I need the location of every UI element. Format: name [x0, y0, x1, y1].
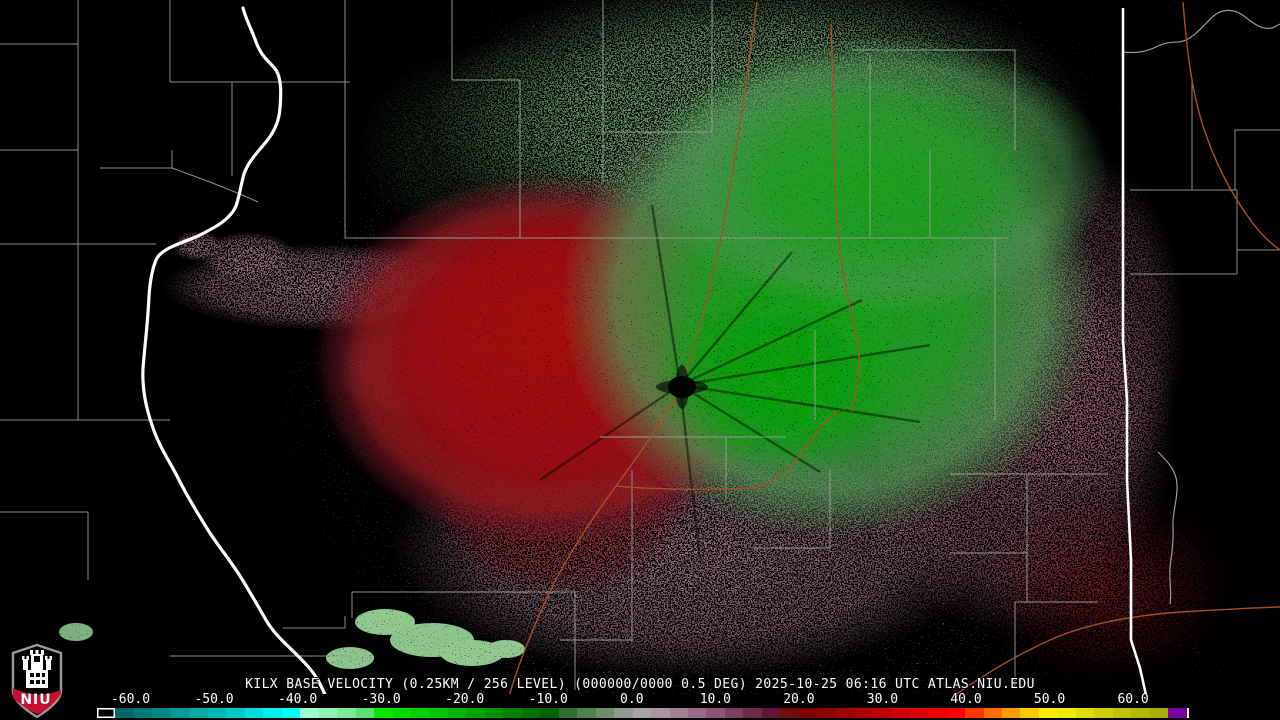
colorbar-label: 50.0 — [1033, 692, 1066, 707]
velocity-colorbar: -60.0 -50.0 -40.0 -30.0 -20.0 -10.0 0.0 10.0 20.… — [0, 692, 1280, 720]
colorbar-cell — [577, 708, 596, 718]
niu-shield-icon — [11, 643, 63, 719]
colorbar-cell — [614, 708, 633, 718]
colorbar-cell — [1112, 708, 1132, 718]
colorbar-cell — [355, 708, 375, 718]
colorbar-cell — [706, 708, 725, 718]
highway-lines — [507, 1, 1280, 707]
colorbar-cell — [503, 708, 522, 718]
county-lines — [0, 0, 1280, 690]
colorbar-cell — [724, 708, 744, 718]
colorbar-cell — [780, 708, 799, 718]
colorbar-cell — [374, 708, 393, 718]
colorbar-cell — [1131, 708, 1150, 718]
colorbar-cell — [244, 708, 264, 718]
radial-spokes — [539, 204, 931, 561]
colorbar-cell — [1075, 708, 1095, 718]
colorbar-cell — [688, 708, 707, 718]
colorbar-cell — [133, 708, 153, 718]
colorbar-cell — [761, 708, 781, 718]
state-border-line — [1121, 8, 1148, 696]
river-lines-gray — [1122, 9, 1280, 605]
colorbar-label: 10.0 — [699, 692, 731, 707]
colorbar-cell — [1020, 708, 1039, 718]
colorbar-label: 40.0 — [950, 692, 982, 707]
radar-site-marker — [656, 365, 708, 409]
colorbar-cell — [207, 708, 227, 718]
colorbar-swatches — [97, 708, 1189, 718]
colorbar-cell — [1094, 708, 1113, 718]
colorbar-cell — [946, 708, 966, 718]
colorbar-cell — [669, 708, 688, 718]
colorbar-cell — [891, 708, 910, 718]
colorbar-cell — [521, 708, 541, 718]
colorbar-cell — [965, 708, 984, 718]
colorbar-cell — [466, 708, 485, 718]
colorbar-cell — [595, 708, 615, 718]
colorbar-cell — [170, 708, 190, 718]
colorbar-cell — [226, 708, 245, 718]
colorbar-cell — [651, 708, 670, 718]
colorbar-cell — [318, 708, 338, 718]
colorbar-cell — [152, 708, 171, 718]
colorbar-cell — [1149, 708, 1169, 718]
colorbar-cell — [447, 708, 467, 718]
colorbar-cell — [484, 708, 504, 718]
colorbar-cell — [817, 708, 836, 718]
colorbar-cell — [1168, 708, 1189, 718]
colorbar-cell — [429, 708, 448, 718]
colorbar-cell — [97, 708, 116, 718]
niu-logo-text: NIU — [20, 692, 52, 708]
colorbar-label: -30.0 — [361, 692, 401, 707]
colorbar-label: 20.0 — [783, 692, 815, 707]
colorbar-cell — [1001, 708, 1021, 718]
colorbar-cell — [392, 708, 411, 718]
colorbar-cell — [115, 708, 134, 718]
niu-logo: NIU — [6, 642, 68, 720]
colorbar-label: -50.0 — [194, 692, 234, 707]
colorbar-cell — [337, 708, 356, 718]
colorbar-cell — [410, 708, 430, 718]
colorbar-label: -60.0 — [110, 692, 151, 707]
colorbar-label: -10.0 — [528, 692, 568, 707]
colorbar-cell — [743, 708, 762, 718]
colorbar-cell — [928, 708, 947, 718]
colorbar-label: 0.0 — [620, 692, 644, 707]
colorbar-cell — [632, 708, 652, 718]
colorbar-cell — [798, 708, 818, 718]
product-title: KILX BASE VELOCITY (0.25KM / 256 LEVEL) … — [245, 677, 1035, 692]
colorbar-label: -20.0 — [445, 692, 485, 707]
colorbar-cell — [189, 708, 208, 718]
colorbar-cell — [263, 708, 282, 718]
colorbar-cell — [281, 708, 301, 718]
velocity-echo-core — [59, 35, 1110, 669]
colorbar-cell — [983, 708, 1002, 718]
colorbar-label: 60.0 — [1117, 692, 1149, 707]
colorbar-cell — [835, 708, 855, 718]
colorbar-label: 30.0 — [866, 692, 899, 707]
colorbar-cell — [1038, 708, 1058, 718]
colorbar-label: -40.0 — [278, 692, 318, 707]
castle-windows — [30, 656, 45, 684]
colorbar-cell — [558, 708, 578, 718]
colorbar-cell — [540, 708, 559, 718]
illinois-river-line — [141, 6, 332, 708]
colorbar-cell — [909, 708, 929, 718]
colorbar-cell — [300, 708, 319, 718]
colorbar-labels: -60.0 -50.0 -40.0 -30.0 -20.0 -10.0 0.0 10.0 20.… — [0, 692, 1280, 707]
colorbar-cell — [1057, 708, 1076, 718]
colorbar-cell — [872, 708, 892, 718]
colorbar-cell — [854, 708, 873, 718]
